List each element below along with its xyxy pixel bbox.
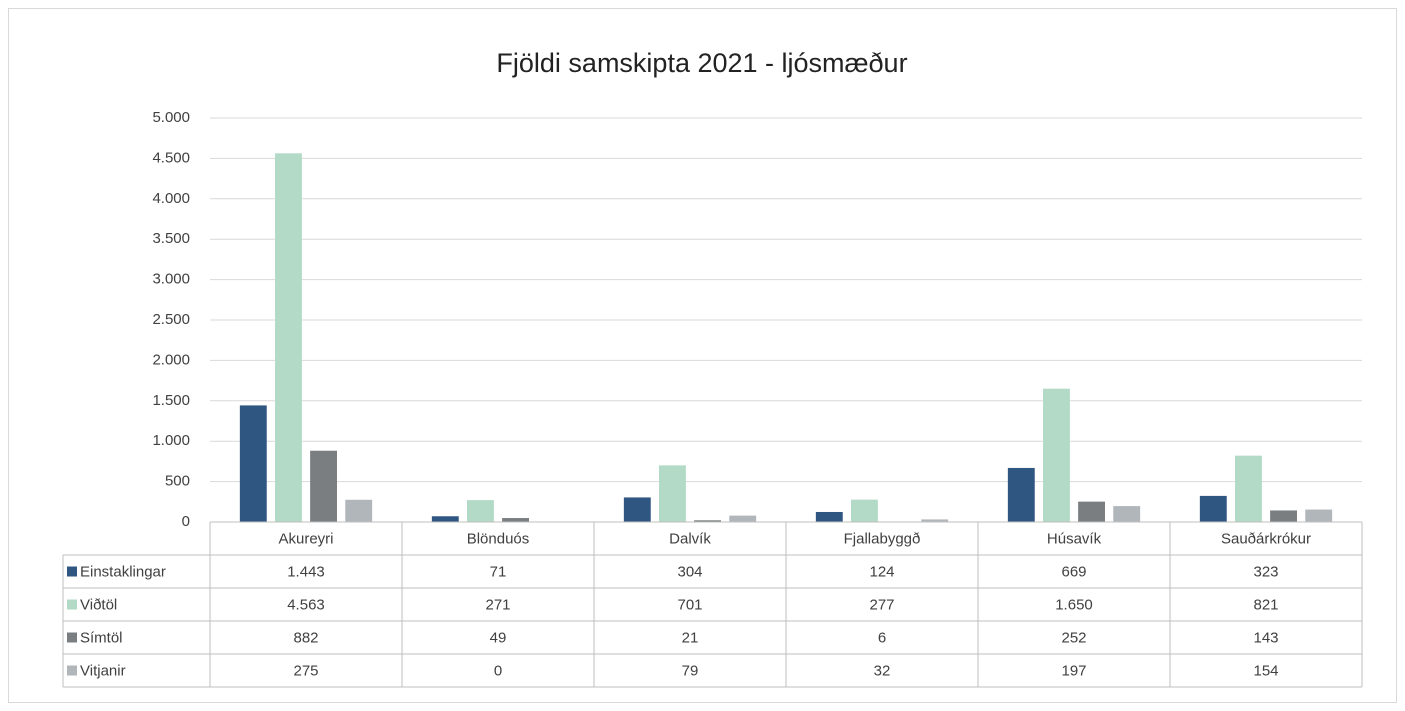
data-label: 32: [874, 662, 891, 679]
data-label: 0: [494, 662, 502, 679]
y-tick-label: 1.000: [152, 432, 190, 449]
bar: [431, 516, 459, 522]
data-label: 197: [1061, 662, 1086, 679]
data-label: 143: [1253, 629, 1278, 646]
bar: [1234, 455, 1262, 522]
y-tick-label: 4.000: [152, 190, 190, 207]
legend-label: Einstaklingar: [80, 563, 166, 580]
legend-swatch: [67, 599, 77, 610]
y-tick-label: 3.000: [152, 271, 190, 288]
data-label: 154: [1253, 662, 1278, 679]
bar: [239, 405, 267, 522]
y-tick-label: 4.500: [152, 149, 190, 166]
bar: [921, 519, 949, 522]
data-label: 6: [878, 629, 886, 646]
bar: [1305, 509, 1333, 522]
bar: [310, 450, 338, 522]
bar: [466, 500, 494, 522]
bar: [1270, 510, 1298, 522]
data-label: 21: [682, 629, 699, 646]
x-tick-label: Dalvík: [669, 530, 711, 547]
data-label: 323: [1253, 563, 1278, 580]
legend-swatch: [67, 632, 77, 643]
bar: [623, 497, 651, 522]
y-tick-label: 0: [182, 513, 190, 530]
bar: [850, 499, 878, 522]
x-tick-label: Sauðárkrókur: [1221, 530, 1311, 547]
y-tick-label: 500: [165, 473, 190, 490]
data-label: 669: [1061, 563, 1086, 580]
chart-title: Fjöldi samskipta 2021 - ljósmæður: [496, 48, 907, 78]
y-tick-label: 1.500: [152, 392, 190, 409]
data-label: 1.650: [1055, 596, 1093, 613]
bar: [1113, 506, 1141, 522]
bar: [815, 511, 843, 522]
data-label: 252: [1061, 629, 1086, 646]
data-label: 4.563: [287, 596, 325, 613]
bar: [502, 518, 530, 522]
data-label: 304: [677, 563, 702, 580]
bar: [1042, 388, 1070, 522]
x-tick-label: Blönduós: [467, 530, 530, 547]
data-label: 271: [485, 596, 510, 613]
legend-swatch: [67, 665, 77, 676]
legend-label: Vitjanir: [80, 662, 126, 679]
x-tick-label: Akureyri: [278, 530, 333, 547]
bar: [729, 515, 757, 522]
y-tick-label: 2.500: [152, 311, 190, 328]
x-tick-label: Húsavík: [1047, 530, 1102, 547]
chart-frame: [8, 8, 1397, 703]
data-label: 1.443: [287, 563, 325, 580]
legend-swatch: [67, 566, 77, 577]
bar: [1007, 467, 1035, 522]
data-label: 79: [682, 662, 699, 679]
y-tick-label: 5.000: [152, 109, 190, 126]
bar: [274, 153, 302, 522]
data-label: 124: [869, 563, 894, 580]
legend-label: Símtöl: [80, 629, 123, 646]
y-tick-label: 2.000: [152, 351, 190, 368]
data-label: 275: [293, 662, 318, 679]
bar: [1199, 495, 1227, 522]
x-tick-label: Fjallabyggð: [844, 530, 921, 547]
data-label: 882: [293, 629, 318, 646]
y-tick-label: 3.500: [152, 230, 190, 247]
bar: [694, 520, 722, 522]
data-label: 71: [490, 563, 507, 580]
bar: [1078, 501, 1106, 522]
bar: [345, 499, 373, 522]
bar: [658, 465, 686, 522]
data-label: 277: [869, 596, 894, 613]
legend-label: Viðtöl: [80, 596, 117, 613]
data-label: 821: [1253, 596, 1278, 613]
data-label: 49: [490, 629, 507, 646]
data-label: 701: [677, 596, 702, 613]
